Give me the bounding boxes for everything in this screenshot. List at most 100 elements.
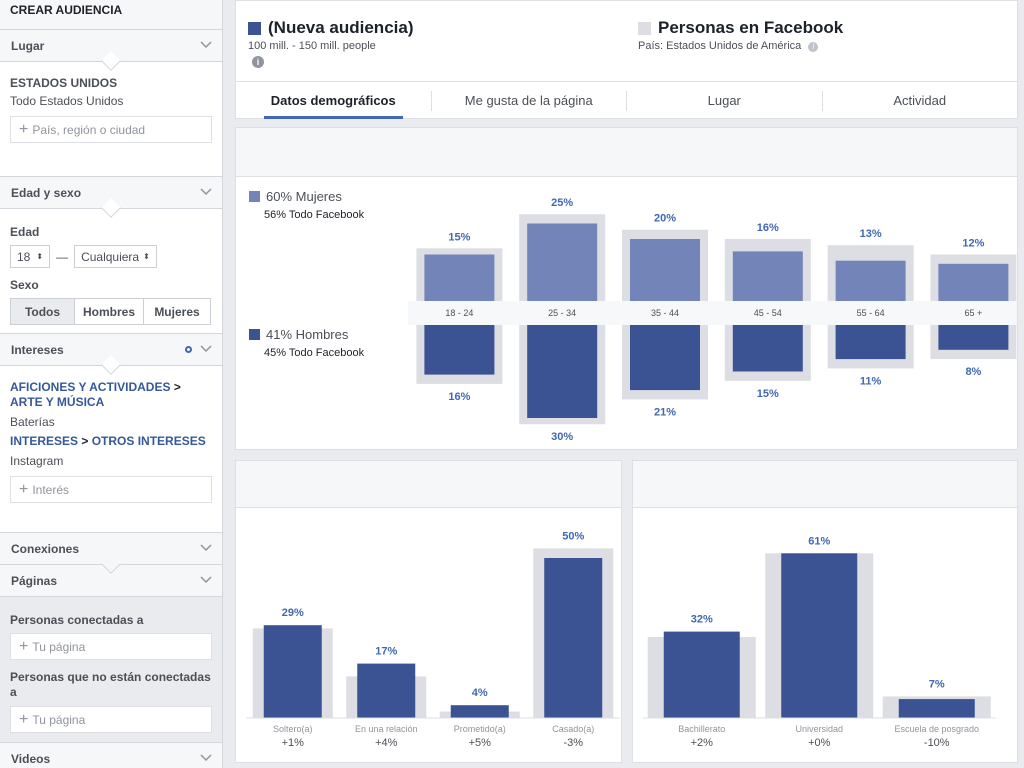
- age-axis-band: [408, 301, 1017, 325]
- section-location-header[interactable]: Lugar: [0, 30, 222, 71]
- women-value-label: 15%: [448, 231, 470, 243]
- men-bar: [630, 325, 700, 391]
- bar-value-label: 50%: [562, 530, 584, 542]
- location-country: ESTADOS UNIDOS: [10, 76, 118, 90]
- tab-divider: [821, 90, 823, 111]
- women-value-label: 25%: [551, 197, 573, 209]
- category-label: Escuela de posgrado: [894, 724, 979, 734]
- sex-option-women[interactable]: Mujeres: [144, 298, 211, 325]
- comparison-label: -10%: [924, 737, 950, 749]
- audience-title: (Nueva audiencia): [248, 18, 414, 38]
- interest-path-2[interactable]: INTERESES > OTROS INTERESES: [10, 434, 212, 449]
- section-pages-label: Páginas: [11, 574, 58, 588]
- pages-connected-input[interactable]: + Tu página: [10, 633, 212, 660]
- interest-input[interactable]: + Interés: [10, 476, 212, 503]
- compare-color-swatch: [638, 21, 651, 35]
- card-header: [236, 128, 1017, 177]
- sex-toggle: Todos Hombres Mujeres: [10, 298, 212, 325]
- pages-body: Personas conectadas a + Tu página Person…: [0, 597, 222, 743]
- men-bar: [527, 325, 598, 418]
- age-tick-label: 45 - 54: [754, 308, 782, 318]
- section-interests-header[interactable]: Intereses: [0, 334, 222, 375]
- education-card: 32% Bachillerato +2% 61% Universidad +0% 7% Esc…: [632, 460, 1018, 763]
- location-input[interactable]: + País, región o ciudad: [10, 116, 212, 143]
- men-bar: [424, 325, 495, 375]
- select-arrows-icon: ⬍: [143, 252, 150, 261]
- women-bar: [630, 239, 700, 301]
- bar-value-label: 17%: [375, 646, 397, 658]
- bar-value-label: 29%: [282, 607, 304, 619]
- men-bar: [732, 325, 803, 372]
- value-bar: [663, 631, 740, 718]
- age-max-value: Cualquiera: [81, 249, 140, 264]
- sex-option-men[interactable]: Hombres: [75, 298, 144, 325]
- category-label: Soltero(a): [273, 724, 313, 734]
- compare-title: Personas en Facebook: [638, 18, 843, 38]
- age-label: Edad: [10, 225, 40, 239]
- chevron-down-icon: [200, 576, 212, 584]
- category-label: Casado(a): [552, 724, 594, 734]
- legend-men-label: 41% Hombres: [266, 327, 349, 342]
- age-gender-chart: 60% Mujeres 56% Todo Facebook 41% Hombres 4…: [249, 189, 1017, 443]
- active-dot-icon: [185, 346, 192, 353]
- category-label: Universidad: [795, 724, 843, 734]
- legend-women-label: 60% Mujeres: [266, 189, 342, 204]
- tab-activity[interactable]: Actividad: [893, 93, 947, 108]
- category-label: Prometido(a): [454, 724, 506, 734]
- men-value-label: 8%: [965, 366, 981, 378]
- section-age-sex-label: Edad y sexo: [11, 186, 82, 200]
- compare-subtitle: País: Estados Unidos de América i: [638, 40, 819, 52]
- age-tick-label: 25 - 34: [548, 308, 576, 318]
- audience-sidebar: CREAR AUDIENCIA Lugar ESTADOS UNIDOS Tod…: [0, 0, 223, 768]
- value-bar: [263, 625, 322, 718]
- plus-icon: +: [19, 710, 29, 728]
- section-age-sex-header[interactable]: Edad y sexo: [0, 177, 222, 218]
- sex-option-all[interactable]: Todos: [10, 298, 75, 325]
- chevron-down-icon: [200, 544, 212, 552]
- info-icon[interactable]: i: [252, 56, 264, 68]
- age-min-value: 18: [17, 249, 31, 264]
- bar-value-label: 4%: [472, 687, 488, 699]
- education-chart: 32% Bachillerato +2% 61% Universidad +0% 7% Esc…: [643, 535, 996, 749]
- value-bar: [544, 558, 603, 718]
- plus-icon: +: [19, 120, 29, 138]
- select-arrows-icon: ⬍: [36, 252, 44, 261]
- relationship-card: 29% Soltero(a) +1% 17% En una relación +4% 4% P…: [235, 460, 622, 763]
- comparison-label: +2%: [691, 737, 714, 749]
- info-icon[interactable]: i: [808, 42, 819, 52]
- women-value-label: 20%: [654, 213, 676, 225]
- location-input-placeholder: País, región o ciudad: [32, 122, 146, 137]
- audience-size: 100 mill. - 150 mill. people: [248, 40, 376, 52]
- tab-location[interactable]: Lugar: [707, 93, 741, 108]
- section-connections-header[interactable]: Conexiones: [0, 533, 222, 574]
- bar-value-label: 7%: [929, 678, 945, 690]
- age-min-select[interactable]: 18 ⬍: [10, 245, 51, 268]
- tab-page-likes[interactable]: Me gusta de la página: [464, 93, 593, 108]
- sidebar-title: CREAR AUDIENCIA: [0, 0, 222, 30]
- interest-subcategory: OTROS INTERESES: [91, 434, 206, 448]
- section-videos-header[interactable]: Videos: [0, 743, 222, 768]
- section-connections-label: Conexiones: [11, 542, 80, 556]
- pages-connected-label: Personas conectadas a: [10, 613, 144, 627]
- legend-men-sub: 45% Todo Facebook: [264, 347, 365, 359]
- interest-path-1[interactable]: AFICIONES Y ACTIVIDADES > ARTE Y MÚSICA: [10, 380, 212, 410]
- audience-name: (Nueva audiencia): [268, 18, 414, 37]
- compare-country: País: Estados Unidos de América: [638, 40, 802, 52]
- women-bar: [938, 263, 1009, 301]
- women-value-label: 12%: [962, 238, 984, 250]
- tab-bar: Datos demográficos Me gusta de la página…: [236, 81, 1017, 119]
- pages-not-connected-input[interactable]: + Tu página: [10, 706, 212, 733]
- age-max-select[interactable]: Cualquiera ⬍: [74, 245, 157, 268]
- men-value-label: 15%: [757, 388, 779, 400]
- tab-demographics[interactable]: Datos demográficos: [236, 82, 431, 119]
- value-bar: [898, 699, 975, 718]
- breadcrumb-separator: >: [81, 434, 89, 448]
- women-bar: [835, 260, 906, 301]
- card-header: [633, 461, 1017, 508]
- comparison-label: +1%: [282, 737, 305, 749]
- bar-value-label: 61%: [808, 535, 830, 547]
- section-interests-label: Intereses: [11, 343, 64, 357]
- category-label: En una relación: [355, 724, 418, 734]
- chevron-down-icon: [200, 188, 212, 196]
- value-bar: [450, 705, 509, 718]
